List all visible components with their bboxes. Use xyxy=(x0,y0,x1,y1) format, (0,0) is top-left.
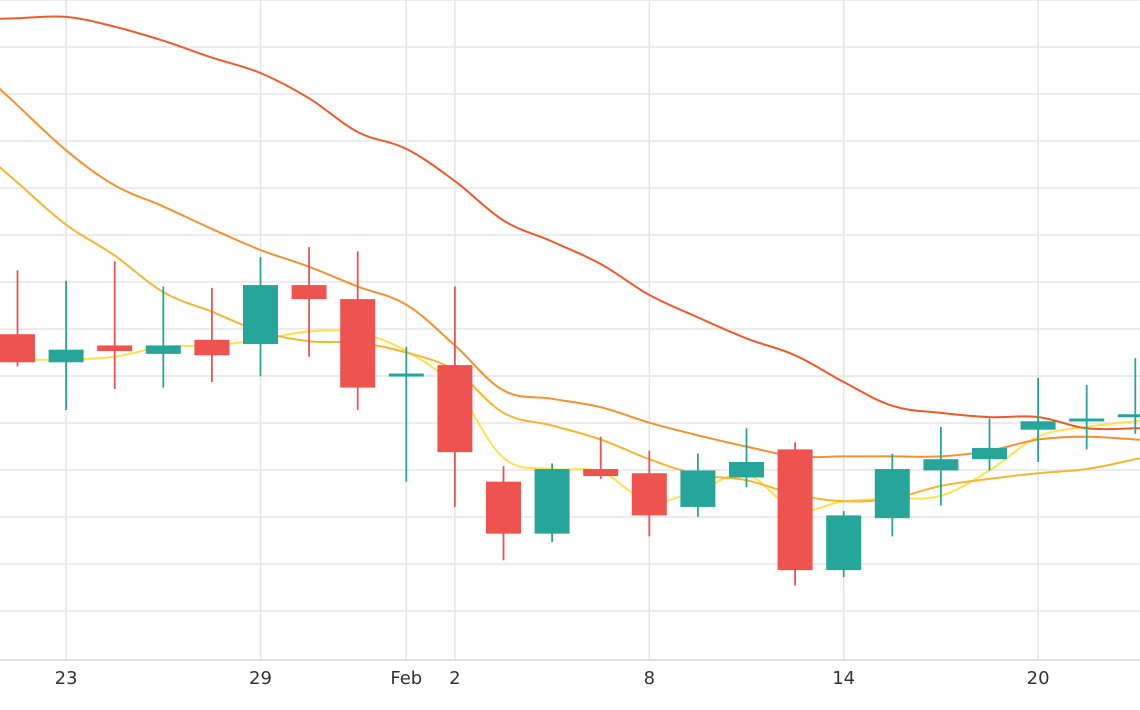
x-tick-label: 20 xyxy=(1027,668,1050,689)
candle xyxy=(1069,384,1105,450)
candle-body-down xyxy=(291,285,327,300)
candle-body-down xyxy=(437,365,473,453)
x-tick-label: 2 xyxy=(449,668,460,689)
candle xyxy=(777,442,813,586)
candle-body-up xyxy=(534,469,570,534)
grid xyxy=(0,0,1140,660)
candle xyxy=(48,280,84,411)
moving-average-line-4 xyxy=(0,15,1140,431)
candle-body-up xyxy=(1020,421,1056,430)
candle-body-up xyxy=(145,345,181,354)
candle xyxy=(1117,358,1140,434)
candle xyxy=(194,287,230,382)
x-tick-label: Feb xyxy=(390,668,422,689)
candle xyxy=(437,286,473,507)
candle xyxy=(923,426,959,506)
candle xyxy=(534,463,570,543)
candle xyxy=(97,261,133,389)
candle-body-up xyxy=(729,462,764,478)
x-tick-label: 29 xyxy=(249,668,272,689)
candle-body-up xyxy=(1117,414,1140,418)
candle xyxy=(0,270,35,367)
candle xyxy=(243,256,278,377)
candle-body-down xyxy=(194,339,230,356)
x-tick-label: 14 xyxy=(832,668,855,689)
candle xyxy=(729,428,764,488)
moving-average-line-2 xyxy=(0,166,1140,503)
candle-body-down xyxy=(583,469,619,477)
candle xyxy=(486,466,521,561)
candle-body-up xyxy=(243,285,278,345)
candle xyxy=(388,346,424,482)
moving-average-lines xyxy=(0,15,1140,512)
candle xyxy=(631,450,667,537)
x-axis: 23 29 Feb 2 8 14 20 xyxy=(0,659,1140,689)
candle xyxy=(145,286,181,388)
candle-body-up xyxy=(874,469,910,519)
candle-body-up xyxy=(826,515,862,571)
candle-body-down xyxy=(340,299,376,388)
candles xyxy=(0,247,1140,586)
candle xyxy=(1020,377,1056,462)
x-tick-label: 23 xyxy=(55,668,78,689)
candle xyxy=(583,436,619,479)
candle-body-down xyxy=(631,473,667,516)
candle-body-up xyxy=(388,373,424,377)
moving-average-line-1 xyxy=(0,329,1140,512)
candle xyxy=(340,251,376,411)
candle-body-up xyxy=(680,470,716,507)
candle xyxy=(826,511,862,578)
candle-body-up xyxy=(923,459,959,471)
candle xyxy=(972,418,1007,471)
candle xyxy=(680,453,716,517)
x-tick-label: 8 xyxy=(644,668,655,689)
candle-body-down xyxy=(777,449,813,571)
candle-body-up xyxy=(972,447,1007,460)
candle xyxy=(291,247,327,357)
candle-body-down xyxy=(486,481,521,534)
candle xyxy=(874,453,910,537)
candle-body-up xyxy=(1069,418,1105,422)
candle-body-up xyxy=(48,349,84,363)
candle-body-down xyxy=(97,345,133,352)
candle-body-down xyxy=(0,334,35,363)
